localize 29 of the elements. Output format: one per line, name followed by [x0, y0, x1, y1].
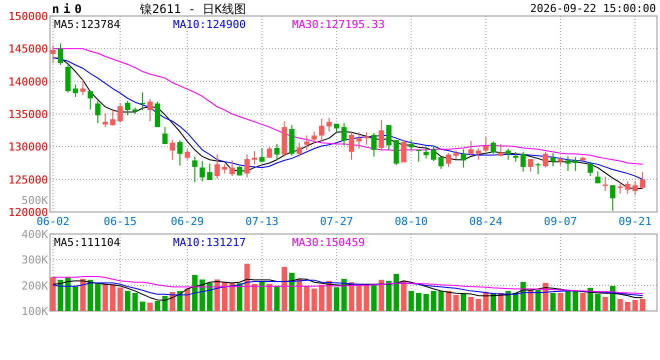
x-tick-label: 08-10 [394, 215, 428, 228]
x-tick-label: 09-07 [544, 215, 578, 228]
text: MA5:123784 [54, 18, 121, 31]
x-tick-label: 06-29 [170, 215, 204, 228]
y-tick-label: 140000 [8, 75, 48, 88]
text: MA30:127195.33 [292, 18, 385, 31]
text: MA5:111104 [54, 236, 121, 249]
y-tick-label: 135000 [8, 108, 48, 121]
x-tick-label: 07-27 [320, 215, 354, 228]
y-tick-label: 300K [22, 254, 48, 267]
x-tick-label: 08-24 [469, 215, 503, 228]
x-tick-label: 06-02 [36, 215, 70, 228]
y-tick-label: 100K [22, 305, 48, 318]
text: 2026-09-22 15:00:00 [530, 2, 656, 15]
text: MA30:150459 [292, 236, 365, 249]
y-tick-label: 150000 [8, 10, 48, 23]
y-tick-label: 145000 [8, 42, 48, 56]
y-tick-label: 400K [22, 228, 48, 241]
text: MA10:124900 [173, 18, 246, 31]
x-tick-label: 07-13 [245, 215, 279, 228]
y-tick-label: 125000 [8, 173, 48, 186]
annotation: ni0 [52, 2, 86, 16]
x-tick-label: 06-15 [104, 215, 137, 228]
text: 500K [22, 194, 48, 207]
y-tick-label: 200K [22, 279, 48, 292]
chart-title: 镍2611 - 日K线图 [139, 2, 246, 16]
x-tick-label: 09-21 [618, 215, 652, 228]
y-tick-label: 130000 [8, 140, 48, 154]
text: MA10:131217 [173, 236, 246, 249]
